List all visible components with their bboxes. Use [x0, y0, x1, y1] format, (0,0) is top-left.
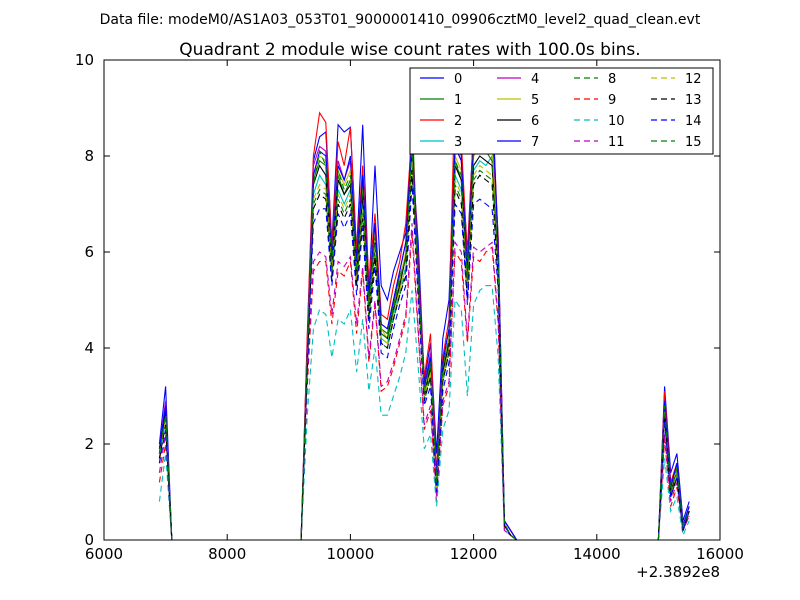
- series-layer: [158, 83, 690, 540]
- y-tick-label: 0: [84, 531, 94, 549]
- x-tick-label: 12000: [450, 545, 498, 563]
- x-tick-label: 16000: [696, 545, 744, 563]
- legend-label-0: 0: [454, 72, 462, 87]
- x-offset-label: +2.3892e8: [636, 563, 720, 581]
- series-line-15: [158, 140, 690, 540]
- series-line-8: [158, 165, 690, 540]
- x-tick-label: 10000: [327, 545, 375, 563]
- legend-label-4: 4: [531, 72, 539, 87]
- legend-label-3: 3: [454, 135, 462, 150]
- y-tick-label: 2: [84, 435, 94, 453]
- legend-label-8: 8: [608, 72, 616, 87]
- legend-label-13: 13: [685, 93, 702, 108]
- y-tick-label: 8: [84, 147, 94, 165]
- legend-label-11: 11: [608, 135, 625, 150]
- legend-label-6: 6: [531, 114, 539, 129]
- legend-label-10: 10: [608, 114, 625, 129]
- legend-label-9: 9: [608, 93, 616, 108]
- legend-label-12: 12: [685, 72, 702, 87]
- x-tick-label: 6000: [85, 545, 123, 563]
- y-tick-label: 6: [84, 243, 94, 261]
- plot-frame: [103, 59, 721, 541]
- legend-label-1: 1: [454, 93, 462, 108]
- y-tick-label: 10: [75, 51, 94, 69]
- series-line-13: [158, 170, 690, 540]
- figure-suptitle: Data file: modeM0/AS1A03_053T01_90000014…: [100, 12, 701, 28]
- x-tick-label: 14000: [573, 545, 621, 563]
- legend-label-2: 2: [454, 114, 462, 129]
- legend-label-7: 7: [531, 135, 539, 150]
- x-tick-label: 8000: [208, 545, 246, 563]
- y-tick-label: 4: [84, 339, 94, 357]
- legend-box: [409, 67, 714, 155]
- legend-label-5: 5: [531, 93, 539, 108]
- legend-label-14: 14: [685, 114, 702, 129]
- chart-title: Quadrant 2 module wise count rates with …: [179, 40, 640, 60]
- legend-label-15: 15: [685, 135, 702, 150]
